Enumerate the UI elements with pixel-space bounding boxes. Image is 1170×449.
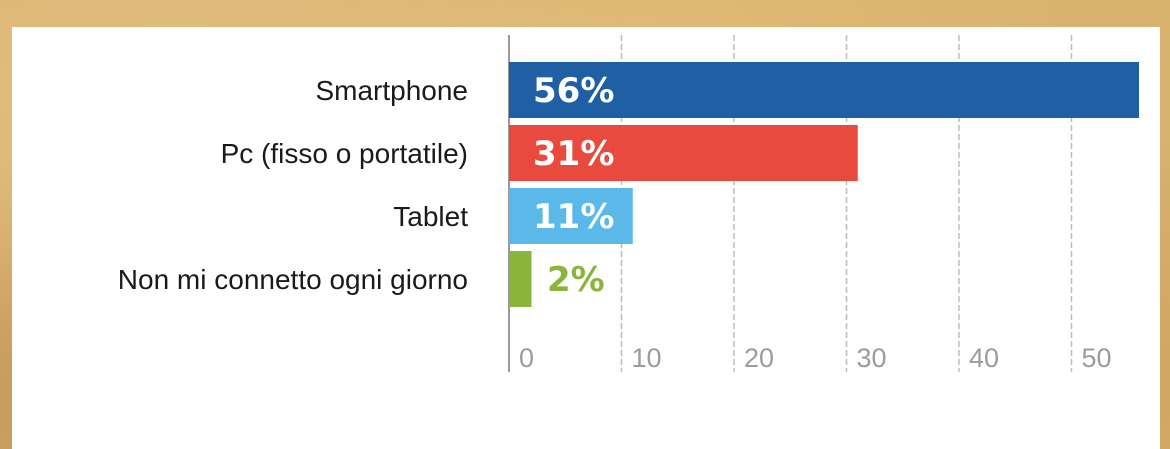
category-label: Tablet: [393, 201, 468, 232]
bar: [509, 188, 633, 244]
data-label: 11%: [533, 197, 614, 237]
x-tick-label: 20: [744, 343, 774, 373]
data-label: 2%: [547, 260, 605, 300]
x-tick-label: 50: [1082, 343, 1112, 373]
category-label: Non mi connetto ogni giorno: [118, 264, 468, 295]
bar: [509, 251, 532, 307]
data-label: 56%: [533, 71, 614, 111]
bar: [509, 125, 858, 181]
bar: [509, 62, 1139, 118]
x-tick-label: 0: [519, 343, 534, 373]
x-tick-label: 10: [632, 343, 662, 373]
x-tick-label: 40: [969, 343, 999, 373]
bar-chart: 0 10 20 30 40 50 Smartphone 56% Pc (fisso o port…: [118, 35, 1139, 373]
category-label: Smartphone: [315, 75, 468, 106]
data-label: 31%: [533, 134, 614, 174]
x-tick-label: 30: [857, 343, 887, 373]
chart-card: 0 10 20 30 40 50 Smartphone 56% Pc (fisso o port…: [12, 27, 1160, 449]
category-label: Pc (fisso o portatile): [221, 138, 468, 169]
